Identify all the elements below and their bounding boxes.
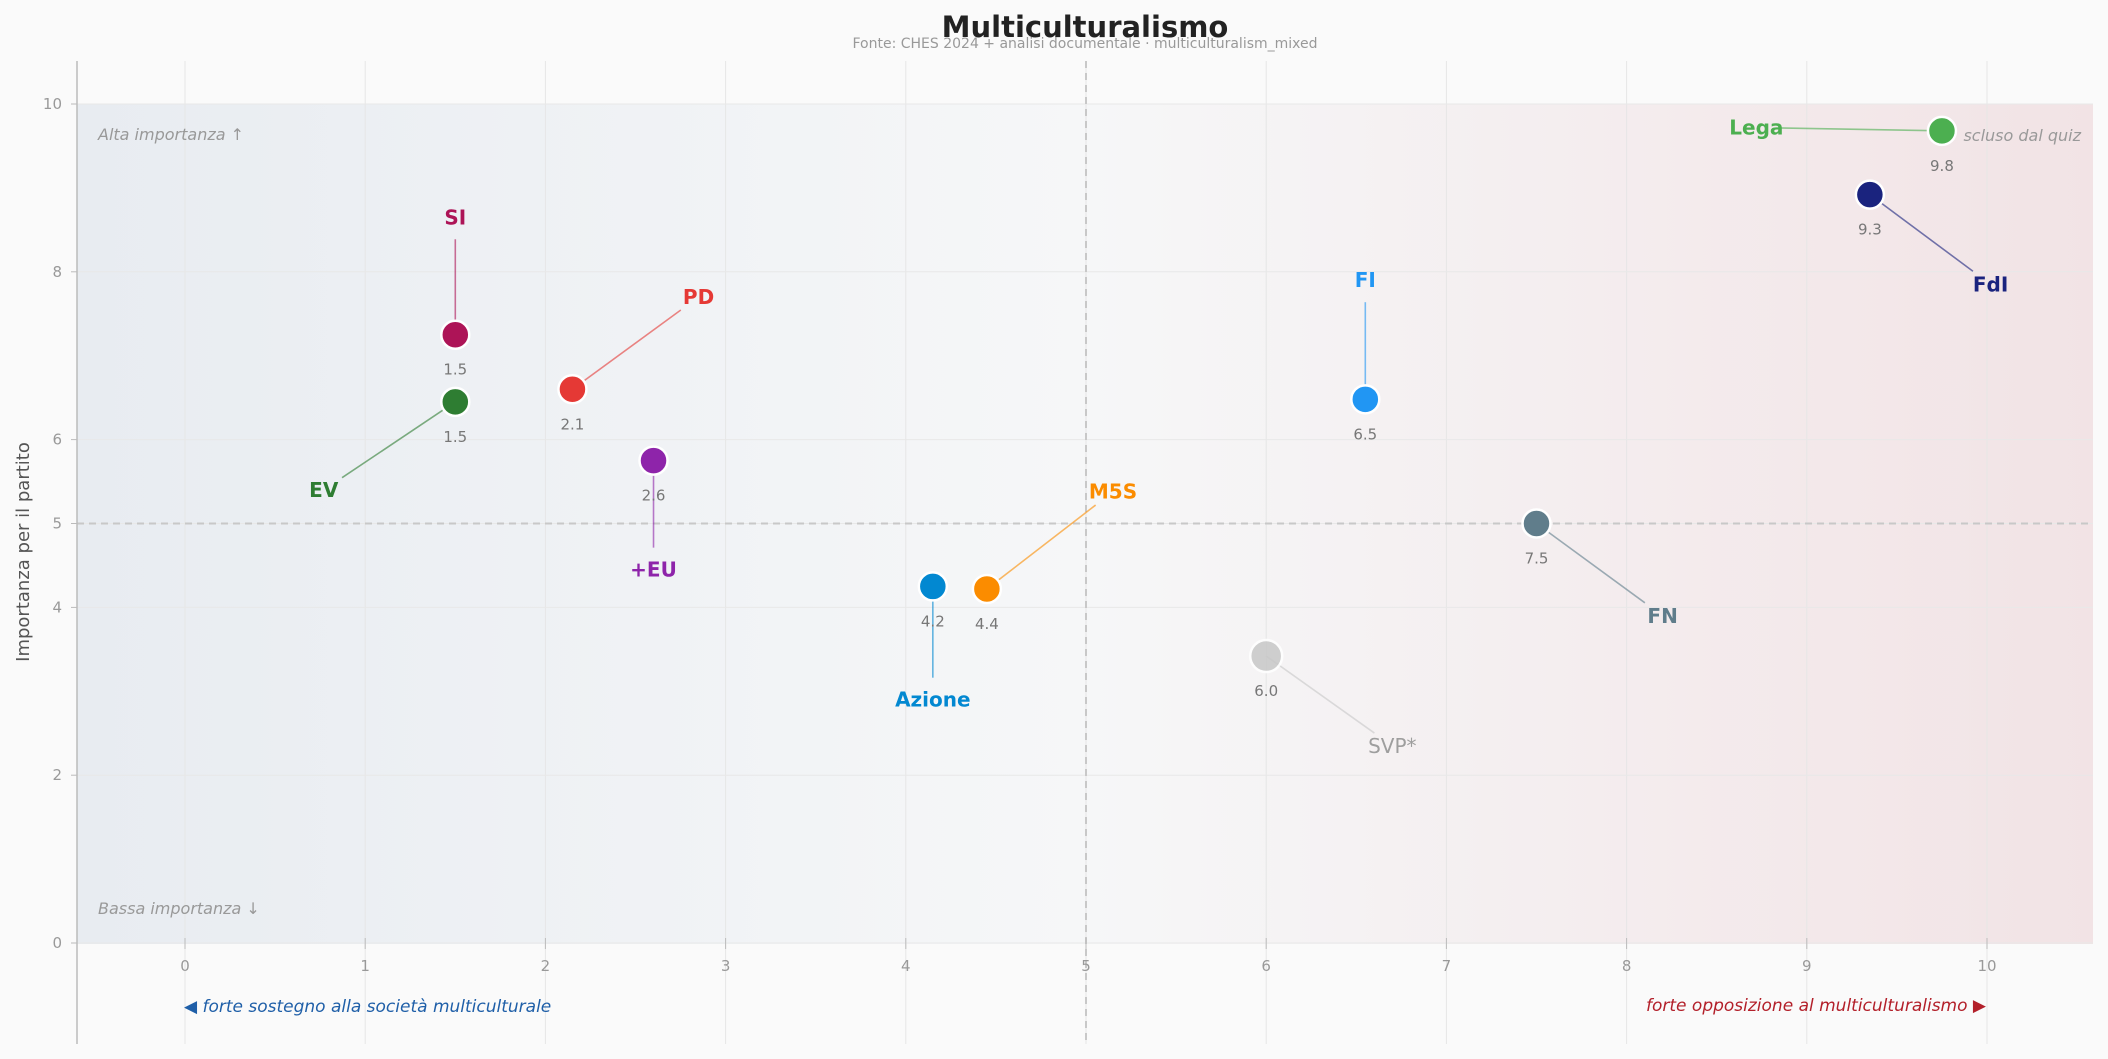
point-ev xyxy=(440,386,471,418)
leader-line-m5s xyxy=(986,504,1097,590)
value-label-m5s: 4.4 xyxy=(975,615,999,633)
x-tick-label: 10 xyxy=(1977,957,1996,975)
y-tick-label: 0 xyxy=(52,934,62,952)
axes: 0 1 2 3 4 5 6 7 8 9 10 0 2 4 5 6 8 10 xyxy=(43,61,1997,1044)
party-label-fdi: FdI xyxy=(1973,272,2008,296)
chart-title: Multiculturalismo xyxy=(942,10,1229,44)
leader-line-svp xyxy=(1265,655,1375,734)
leader-line-fdi xyxy=(1869,193,1974,272)
party-label-lega: Lega xyxy=(1729,115,1783,139)
point-fdi xyxy=(1854,179,1886,210)
party-label-pd: PD xyxy=(683,285,714,309)
excluded-note: scluso dal quiz xyxy=(1963,126,2081,145)
x-tick-label: 5 xyxy=(1081,957,1091,975)
x-tick-label: 7 xyxy=(1442,957,1452,975)
point-eu xyxy=(638,445,669,476)
value-label-lega: 9.8 xyxy=(1930,157,1954,175)
y-tick-label: 6 xyxy=(52,431,62,449)
value-label-si: 1.5 xyxy=(443,361,467,379)
party-label-azione: Azione xyxy=(895,688,971,712)
point-pd xyxy=(557,374,588,405)
value-label-svp: 6.0 xyxy=(1254,682,1278,700)
x-tick-label: 9 xyxy=(1802,957,1812,975)
right-direction-label: forte opposizione al multiculturalismo ▶ xyxy=(1646,996,1987,1016)
point-fi xyxy=(1350,384,1381,415)
y-tick-label: 10 xyxy=(43,95,62,113)
left-direction-label: ◀ forte sostegno alla società multicultu… xyxy=(184,997,551,1017)
y-tick-label: 4 xyxy=(52,598,62,616)
y-tick-label: 5 xyxy=(52,515,62,533)
x-tick-label: 1 xyxy=(360,957,370,975)
point-m5s xyxy=(971,573,1003,605)
party-label-eu: +EU xyxy=(630,558,677,582)
low-importance-note: Bassa importanza ↓ xyxy=(98,899,260,918)
reference-lines xyxy=(77,61,2093,1044)
x-tick-label: 0 xyxy=(180,957,190,975)
party-label-si: SI xyxy=(444,205,466,229)
x-tick-label: 8 xyxy=(1622,957,1632,975)
point-lega xyxy=(1926,115,1958,147)
party-label-m5s: M5S xyxy=(1089,480,1137,504)
leader-line-pd xyxy=(571,309,682,390)
labels: 1.5 SI 1.5 EV 2.1 PD 2.6 +EU 4.2 Azione 4.4 M5S 6.0 S… xyxy=(309,115,2008,757)
value-label-ev: 1.5 xyxy=(443,428,467,446)
party-label-ev: EV xyxy=(309,478,339,502)
y-tick-label: 2 xyxy=(52,766,62,784)
point-azione xyxy=(917,571,949,602)
point-si xyxy=(440,319,471,350)
x-tick-label: 6 xyxy=(1261,957,1271,975)
value-label-fn: 7.5 xyxy=(1525,550,1549,568)
value-label-fi: 6.5 xyxy=(1353,425,1377,443)
leader-lines xyxy=(341,127,1974,734)
value-label-azione: 4.2 xyxy=(921,612,945,630)
x-tick-label: 3 xyxy=(721,957,731,975)
high-importance-note: Alta importanza ↑ xyxy=(97,125,244,144)
point-fn xyxy=(1521,508,1552,539)
leader-line-fn xyxy=(1536,522,1646,604)
y-axis-title: Importanza per il partito xyxy=(13,442,34,662)
value-label-eu: 2.6 xyxy=(642,487,666,505)
value-label-fdi: 9.3 xyxy=(1858,221,1882,239)
leader-line-ev xyxy=(341,401,456,479)
point-svp xyxy=(1248,638,1284,674)
leader-line-lega xyxy=(1778,127,1942,132)
y-tick-label: 8 xyxy=(52,263,62,281)
x-tick-label: 2 xyxy=(541,957,551,975)
points xyxy=(440,115,1958,674)
party-label-fn: FN xyxy=(1647,604,1677,628)
party-label-fi: FI xyxy=(1355,268,1376,292)
party-label-svp: SVP* xyxy=(1368,734,1416,758)
x-tick-label: 4 xyxy=(901,957,911,975)
chart-subtitle: Fonte: CHES 2024 + analisi documentale ·… xyxy=(852,36,1317,52)
value-label-pd: 2.1 xyxy=(561,415,585,433)
